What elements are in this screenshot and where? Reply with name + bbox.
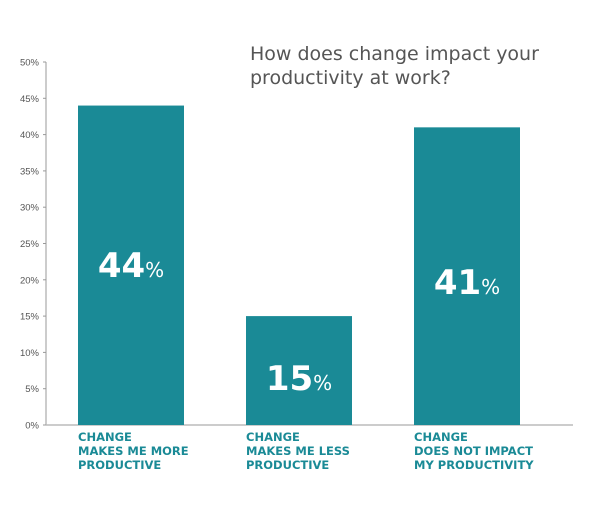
y-tick-label: 40% — [20, 130, 40, 141]
y-tick-label: 30% — [20, 203, 40, 214]
bar — [246, 316, 352, 425]
bar — [78, 105, 184, 425]
chart-title: How does change impact your productivity… — [250, 43, 539, 89]
data-label: 41% — [434, 263, 500, 303]
y-tick-label: 5% — [25, 384, 39, 395]
category-label: CHANGE DOES NOT IMPACT MY PRODUCTIVITY — [414, 430, 534, 472]
category-label: CHANGE MAKES ME MORE PRODUCTIVE — [78, 430, 189, 472]
y-tick-label: 45% — [20, 94, 40, 105]
bar — [414, 127, 520, 425]
y-tick-label: 50% — [20, 58, 40, 69]
y-tick-label: 15% — [20, 312, 40, 323]
y-tick-label: 20% — [20, 275, 40, 286]
y-tick-label: 10% — [20, 348, 40, 359]
y-tick-label: 25% — [20, 239, 40, 250]
category-label: CHANGE MAKES ME LESS PRODUCTIVE — [246, 430, 350, 472]
data-label: 15% — [266, 359, 332, 399]
y-tick-label: 35% — [20, 166, 40, 177]
data-label: 44% — [98, 246, 164, 286]
y-tick-label: 0% — [25, 421, 39, 432]
